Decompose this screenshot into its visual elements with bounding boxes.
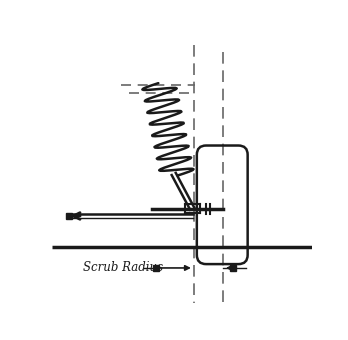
Text: Scrub Radius: Scrub Radius	[83, 261, 163, 274]
